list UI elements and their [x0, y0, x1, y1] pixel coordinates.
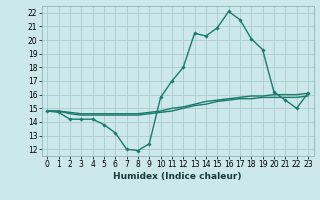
X-axis label: Humidex (Indice chaleur): Humidex (Indice chaleur) [113, 172, 242, 181]
